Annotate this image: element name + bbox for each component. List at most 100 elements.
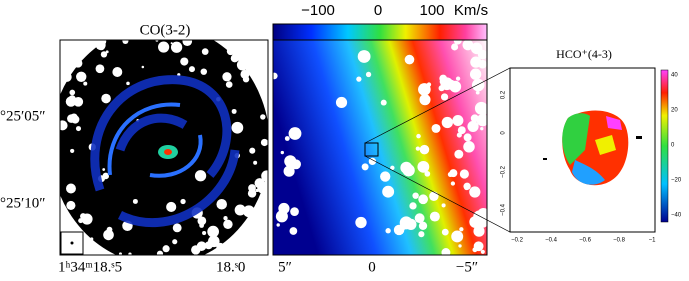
speckle xyxy=(100,51,108,58)
speckle xyxy=(473,225,485,237)
speckle xyxy=(278,202,290,215)
speckle xyxy=(253,160,258,165)
speckle xyxy=(156,250,164,255)
speckle xyxy=(103,229,114,241)
speckle xyxy=(231,108,237,114)
speckle xyxy=(404,54,415,65)
speckle xyxy=(62,72,72,82)
inset-x-tick: −0.4 xyxy=(545,238,558,244)
inset-x-tick: −1 xyxy=(649,238,657,244)
speckle xyxy=(207,235,220,248)
speckle xyxy=(180,57,189,66)
speckle xyxy=(405,218,417,230)
speckle xyxy=(453,40,462,45)
speckle xyxy=(415,146,420,151)
speckle xyxy=(261,81,267,86)
speckle xyxy=(290,207,299,216)
speckle xyxy=(419,94,431,106)
speckle xyxy=(90,237,94,241)
speckle xyxy=(417,160,430,173)
speckle xyxy=(73,96,84,107)
speckle xyxy=(471,78,485,92)
y-label: °25′05″ xyxy=(0,108,46,124)
speckle xyxy=(199,223,204,228)
speckle xyxy=(128,252,132,255)
colorbar-unit: Km/s xyxy=(454,2,488,19)
speckle xyxy=(237,235,241,239)
speckle xyxy=(102,168,106,171)
speckle xyxy=(418,194,428,205)
velocity-map xyxy=(273,40,487,255)
speckle xyxy=(476,114,487,127)
speckle xyxy=(480,126,484,131)
speckle xyxy=(276,223,280,227)
speckle xyxy=(180,198,186,205)
speckle xyxy=(335,96,348,109)
inset-colorbar-tick: 0 xyxy=(671,143,675,149)
speckle xyxy=(402,164,415,177)
speckle xyxy=(361,163,369,171)
speckle xyxy=(66,183,76,194)
inset-y-tick: −0.2 xyxy=(501,165,507,178)
speckle xyxy=(288,127,302,140)
speckle xyxy=(81,213,93,225)
inset-x-tick: −0.2 xyxy=(511,238,524,244)
speckle xyxy=(101,93,111,104)
speckle xyxy=(469,186,481,198)
speckle xyxy=(419,222,424,227)
speckle xyxy=(69,89,76,96)
speckle xyxy=(247,189,257,198)
speckle xyxy=(122,40,129,44)
speckle xyxy=(474,101,487,115)
speckle xyxy=(446,79,457,90)
speckle xyxy=(230,54,239,63)
speckle xyxy=(385,228,391,234)
speckle xyxy=(469,68,482,80)
speckle xyxy=(226,47,235,56)
speckle xyxy=(368,157,377,166)
speckle xyxy=(60,120,68,131)
speckle xyxy=(73,58,83,68)
speckle xyxy=(75,126,81,132)
speckle xyxy=(70,113,78,121)
speckle xyxy=(439,74,448,83)
speckle xyxy=(225,81,233,88)
speckle xyxy=(197,216,207,226)
x-label: 5″ xyxy=(278,259,292,275)
speckle xyxy=(255,224,268,237)
speckle xyxy=(441,116,453,129)
speckle xyxy=(60,59,67,70)
speckle xyxy=(356,76,362,82)
speckle xyxy=(451,230,464,243)
inset-colorbar-tick: 40 xyxy=(671,73,678,79)
speckle xyxy=(66,67,70,71)
inset-colorbar xyxy=(660,69,669,223)
speckle xyxy=(424,170,431,177)
speckle xyxy=(234,204,246,216)
speckle xyxy=(441,228,449,236)
speckle xyxy=(76,71,87,82)
speckle xyxy=(132,198,138,204)
inset-colorbar-tick: 20 xyxy=(671,108,678,114)
speckle xyxy=(172,223,182,233)
speckle xyxy=(475,90,480,95)
speckle xyxy=(233,40,243,48)
speckle xyxy=(463,182,471,190)
frame xyxy=(59,39,269,256)
speckle xyxy=(201,48,209,55)
speckle xyxy=(431,123,441,133)
speckle xyxy=(223,216,228,221)
speckle xyxy=(280,150,285,155)
colorbar-tick: 100 xyxy=(419,2,444,19)
speckle xyxy=(291,159,301,170)
speckle xyxy=(60,212,68,223)
speckle xyxy=(462,40,474,51)
speckle xyxy=(257,54,260,57)
y-label: °25′10″ xyxy=(0,195,46,211)
speckle xyxy=(430,191,436,198)
speckle xyxy=(242,75,250,83)
speckle xyxy=(380,171,391,182)
speckle xyxy=(429,211,440,222)
speckle xyxy=(459,227,464,232)
speckle xyxy=(450,181,456,186)
